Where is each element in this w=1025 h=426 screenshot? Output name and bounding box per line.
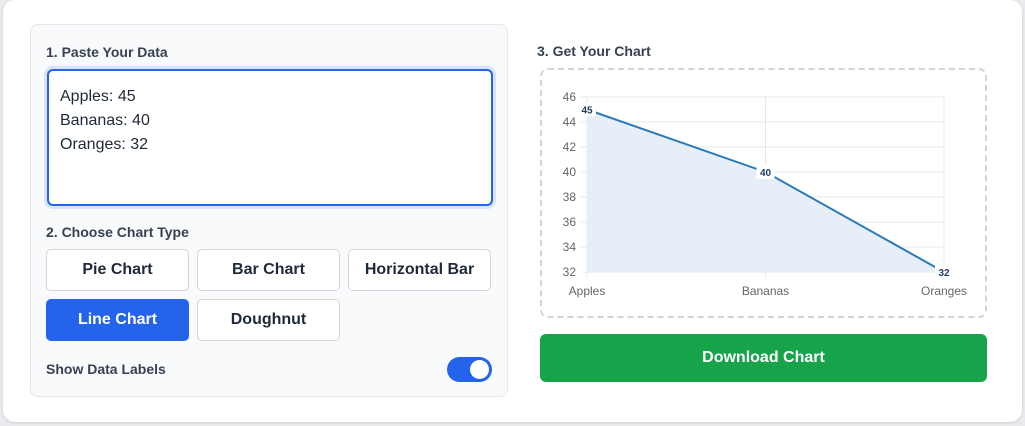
data-label-bg <box>578 102 596 117</box>
series-area <box>587 109 944 272</box>
data-label: 32 <box>938 268 950 279</box>
data-label-bg <box>935 265 953 279</box>
app-card: 1. Paste Your Data 2. Choose Chart Type … <box>3 0 1022 422</box>
line-chart: 32 34 36 38 40 42 44 46 Apples Bananas Oranges 45 40… <box>563 90 967 298</box>
y-tick-label: 44 <box>563 115 577 129</box>
data-label-bg <box>756 165 775 179</box>
download-chart-button[interactable]: Download Chart <box>540 334 987 382</box>
data-input[interactable] <box>47 69 493 206</box>
line-chart-button[interactable]: Line Chart <box>46 299 189 341</box>
x-tick-label: Bananas <box>742 284 789 298</box>
step2-label: 2. Choose Chart Type <box>46 224 189 240</box>
show-data-labels-label: Show Data Labels <box>46 361 166 377</box>
x-tick-label: Oranges <box>921 284 967 298</box>
show-data-labels-toggle[interactable] <box>447 357 492 382</box>
y-tick-label: 36 <box>563 215 577 229</box>
horizontal-bar-button[interactable]: Horizontal Bar <box>348 249 491 291</box>
step3-label: 3. Get Your Chart <box>537 43 651 59</box>
doughnut-button[interactable]: Doughnut <box>197 299 340 341</box>
bar-chart-button[interactable]: Bar Chart <box>197 249 340 291</box>
pie-chart-button[interactable]: Pie Chart <box>46 249 189 291</box>
data-label: 45 <box>581 106 593 117</box>
toggle-knob <box>470 360 489 379</box>
y-tick-label: 38 <box>563 190 577 204</box>
y-tick-label: 32 <box>563 265 577 279</box>
y-tick-label: 42 <box>563 140 577 154</box>
y-tick-label: 46 <box>563 90 577 104</box>
y-tick-label: 34 <box>563 240 577 254</box>
x-tick-label: Apples <box>569 284 606 298</box>
chart-preview: 32 34 36 38 40 42 44 46 Apples Bananas Oranges 45 40… <box>540 68 987 318</box>
input-panel: 1. Paste Your Data 2. Choose Chart Type … <box>30 24 508 397</box>
data-label: 40 <box>760 168 772 179</box>
y-tick-label: 40 <box>563 165 577 179</box>
step1-label: 1. Paste Your Data <box>46 44 168 60</box>
